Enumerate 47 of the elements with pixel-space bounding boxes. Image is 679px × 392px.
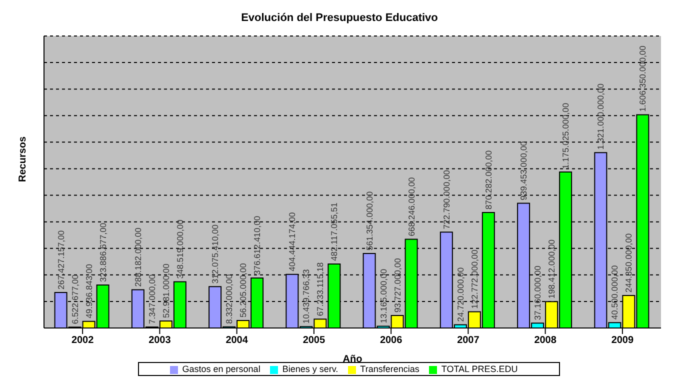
- chart-title: Evolución del Presupuesto Educativo: [240, 11, 439, 26]
- x-axis-title: Año: [342, 354, 362, 365]
- data-label: 939.453.000,00: [518, 140, 529, 200]
- x-tick-label: 2003: [148, 335, 172, 346]
- x-tick-label: 2004: [226, 335, 248, 346]
- data-label: 348.519.000,00: [174, 219, 185, 279]
- data-label: 267.427.157,00: [56, 230, 66, 290]
- data-label: 52.981.000,00: [160, 263, 171, 318]
- data-label: 668.246.000,00: [406, 176, 416, 236]
- x-tick-label: 2008: [534, 335, 557, 346]
- data-label: 482.117.055,51: [329, 202, 340, 262]
- data-label: 312.075.410,00: [210, 224, 220, 284]
- data-label: 244.850.000,00: [624, 233, 634, 292]
- data-label: 6.522.677,00: [70, 274, 80, 324]
- data-label: 722.790.000,00: [441, 170, 452, 230]
- data-label: 56.205.000,00: [238, 262, 248, 318]
- data-label: 1.175.025.000,00: [560, 102, 571, 170]
- data-label: 404.444.174,00: [287, 212, 298, 272]
- x-tick-label: 2005: [302, 335, 326, 346]
- data-label: 24.720.000,00: [455, 267, 466, 322]
- data-label: 1.321.000.000,00: [596, 83, 606, 150]
- x-tick-label: 2009: [611, 335, 634, 346]
- data-label: 93.727.000,00: [392, 258, 402, 313]
- legend-label: Transferencias: [360, 364, 420, 374]
- y-axis-title: Recursos: [18, 136, 29, 182]
- data-label: 8.332.000,00: [224, 274, 234, 324]
- data-label: 870.282.000,00: [483, 150, 494, 210]
- legend-label: Gastos en personal: [182, 364, 260, 374]
- data-label: 561.354.000,00: [364, 191, 374, 250]
- data-label: 40.500.000,00: [610, 264, 620, 320]
- data-label: 13.165.000,00: [378, 268, 388, 324]
- legend-label: TOTAL PRES.EDU: [441, 364, 518, 374]
- legend-label: Bienes y serv.: [282, 364, 338, 374]
- data-label: 7.347.000,00: [146, 274, 157, 324]
- x-tick-label: 2002: [71, 335, 94, 346]
- data-label: 198.412.000,00: [546, 239, 557, 299]
- data-label: 49.936.843,00: [84, 264, 94, 318]
- data-label: 67.233.115,18: [315, 262, 326, 316]
- data-label: 10.439.766,33: [301, 268, 312, 324]
- x-tick-label: 2007: [457, 335, 480, 346]
- data-label: 1.606.350.000,00: [638, 45, 648, 112]
- data-label: 37.160.000,00: [532, 265, 543, 320]
- data-label: 122.772.000,00: [469, 249, 480, 309]
- data-label: 376.612.410,00: [252, 216, 262, 276]
- data-label: 323.886.677,00: [98, 222, 108, 282]
- x-tick-label: 2006: [380, 335, 403, 346]
- data-label: 288.182.000,00: [132, 227, 143, 287]
